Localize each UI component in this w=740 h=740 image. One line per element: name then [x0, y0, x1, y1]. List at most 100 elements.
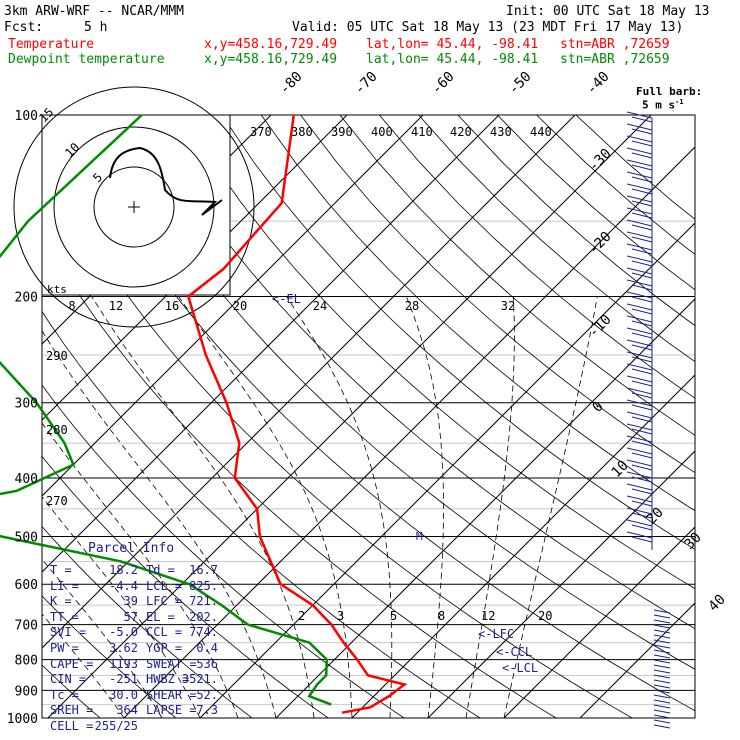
barb-flag [626, 207, 653, 215]
theta-side-label: 270 [46, 494, 68, 508]
barb-low [653, 699, 671, 704]
dry-adiabat [536, 115, 695, 255]
dry-adiabat [418, 115, 695, 363]
barb-flag [626, 159, 653, 167]
barb-low [653, 714, 671, 719]
parcel-value: -4.4 [109, 578, 138, 593]
wind-barbs [626, 111, 671, 729]
parcel-key: SHEAR = [146, 687, 197, 702]
moist-adiabat [406, 296, 445, 718]
barb-low [653, 684, 671, 689]
isobar-label: 600 [15, 578, 38, 593]
barb-flag [626, 243, 653, 251]
mixing-ratio-label: 8 [438, 609, 445, 623]
barb-flag [631, 368, 653, 375]
barb-low [653, 609, 671, 614]
barb-low [653, 644, 671, 649]
isotherm-label: -30 [586, 146, 615, 175]
barb-flag [631, 224, 653, 231]
dry-adiabat [42, 150, 633, 718]
hodograph-kts-label: kts [47, 283, 67, 296]
barb-flag [626, 483, 653, 491]
isotherm-line [503, 526, 695, 718]
mixing-ratio-label: 12 [481, 609, 495, 623]
parcel-value: 536 [196, 656, 218, 671]
parcel-key: EL = [146, 609, 175, 624]
moist-adiabat [42, 558, 163, 718]
theta-side-label: 290 [46, 349, 68, 363]
temperature-latlon: lat,lon= 45.44, -98.41 [366, 37, 539, 52]
parcel-key: T = [50, 563, 72, 577]
isotherm-line [42, 115, 500, 573]
dry-adiabat [260, 115, 695, 512]
parcel-key: CAPE = [50, 656, 94, 671]
parcel-value: 0.4 [196, 641, 218, 655]
isobar-label: 900 [15, 684, 38, 699]
parcel-key: HWBZ = [146, 672, 190, 687]
dewpoint-profile [0, 114, 332, 706]
dry-adiabat [42, 525, 253, 718]
isobar-label: 300 [15, 397, 38, 412]
forecast-hour: 5 h [84, 20, 108, 35]
isotherm-line [42, 115, 576, 649]
isobar-label: 500 [15, 530, 38, 545]
barb-flag [626, 519, 653, 527]
parcel-value: 202. [189, 609, 218, 624]
parcel-key: LCL = [146, 578, 183, 593]
speed-scale-label: 8 [68, 299, 75, 313]
moist-adiabat [286, 296, 393, 718]
barb-low [653, 679, 671, 684]
barb-flag [626, 231, 653, 239]
dry-adiabat [42, 233, 557, 718]
hodograph-trace [109, 146, 223, 216]
theta-label: 420 [450, 125, 472, 139]
barb-low [653, 719, 671, 724]
lcl-marker: <-LCL [502, 661, 538, 675]
barb-legend-label: Full barb: [636, 85, 703, 98]
theta-label: 440 [530, 125, 552, 139]
dewpoint-latlon: lat,lon= 45.44, -98.41 [366, 52, 539, 67]
plot-border [41, 114, 696, 719]
parcel-value: 1193 [109, 656, 138, 671]
barb-low [653, 704, 671, 709]
profile-lines [0, 114, 408, 714]
isotherm-line [427, 450, 695, 718]
temperature-profile [186, 114, 408, 714]
barb-flag [631, 512, 653, 519]
barb-flag [631, 320, 653, 327]
barb-units-text: 5 m s [642, 98, 676, 112]
parcel-key: SWEAT = [146, 656, 197, 671]
barb-flag [626, 183, 653, 191]
isobar-label: 200 [15, 291, 38, 306]
mixing-ratio-label: 3 [337, 609, 344, 623]
parcel-key: Tc = [50, 687, 79, 702]
barb-flag [631, 248, 653, 255]
speed-scale-label: 28 [405, 299, 419, 313]
speed-scale-label: 32 [501, 299, 515, 313]
moist-adiabat [178, 296, 353, 718]
barb-flag [626, 255, 653, 263]
dewpoint-xy: x,y=458.16,729.49 [204, 52, 338, 67]
parcel-key: SREH = [50, 703, 94, 718]
isotherm-line [199, 222, 695, 718]
isotherm-label: 10 [609, 458, 632, 481]
barb-low [653, 629, 671, 634]
barb-flag [626, 291, 653, 299]
barb-flag [626, 447, 653, 455]
theta-side-label: 280 [46, 423, 68, 437]
barb-flag [631, 140, 653, 147]
dry-adiabat [103, 115, 695, 670]
moist-adiabat [42, 422, 239, 718]
barb-flag [631, 344, 653, 351]
barb-flag [626, 147, 653, 155]
barb-flag [631, 452, 653, 459]
barb-flag [631, 404, 653, 411]
barb-flag [626, 363, 653, 371]
parcel-key: CELL = [50, 719, 94, 733]
isotherm-line [275, 298, 695, 718]
mixing-ratio-label: 20 [538, 609, 552, 623]
isotherm-line [579, 602, 695, 718]
theta-label: 410 [411, 125, 433, 139]
isotherm-label: -40 [584, 69, 613, 98]
